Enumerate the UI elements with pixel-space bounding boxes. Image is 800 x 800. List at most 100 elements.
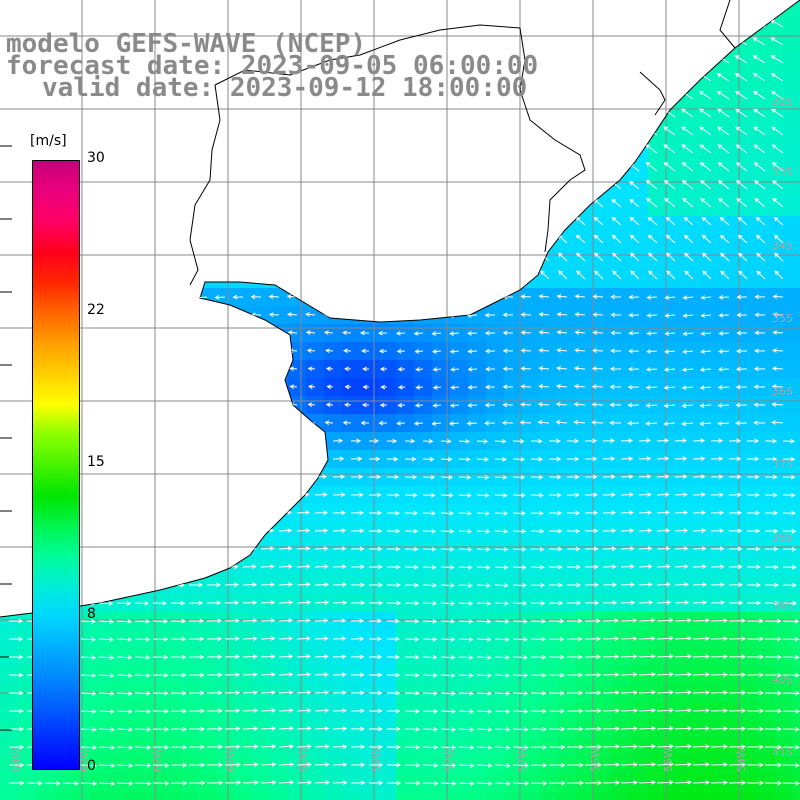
wind-arrow xyxy=(520,294,532,299)
wind-cell xyxy=(288,324,307,343)
wind-arrow xyxy=(260,654,276,659)
wind-arrow xyxy=(224,780,242,786)
lon-label: 58W xyxy=(443,747,456,772)
wind-arrow xyxy=(584,690,602,696)
wind-cell xyxy=(432,342,451,361)
wind-cell xyxy=(630,198,649,217)
wind-cell xyxy=(432,378,451,397)
wind-arrow xyxy=(752,37,766,46)
wind-cell xyxy=(594,792,613,800)
wind-arrow xyxy=(746,726,765,732)
wind-cell xyxy=(36,792,55,800)
wind-arrow xyxy=(214,295,226,300)
wind-cell xyxy=(702,306,721,325)
wind-arrow xyxy=(574,348,586,353)
wind-arrow xyxy=(242,672,258,677)
wind-arrow xyxy=(397,366,406,372)
wind-arrow xyxy=(592,294,604,299)
wind-arrow xyxy=(152,636,169,642)
wind-arrow xyxy=(404,726,421,732)
wind-arrow xyxy=(555,383,568,389)
wind-arrow xyxy=(188,690,205,696)
wind-arrow xyxy=(368,492,382,498)
wind-arrow xyxy=(774,270,784,280)
wind-arrow xyxy=(592,348,604,353)
wind-arrow xyxy=(350,744,366,750)
wind-arrow xyxy=(566,546,581,552)
wind-arrow xyxy=(368,708,383,714)
wind-arrow xyxy=(764,474,778,480)
wind-arrow xyxy=(782,492,796,498)
wind-cell xyxy=(702,126,721,145)
wind-arrow xyxy=(44,781,62,786)
wind-arrow xyxy=(431,331,442,336)
wind-arrow xyxy=(422,582,438,588)
wind-arrow xyxy=(206,690,223,696)
wind-arrow xyxy=(422,673,438,678)
wind-cell xyxy=(522,288,541,307)
wind-arrow xyxy=(440,474,454,480)
wind-arrow xyxy=(287,330,298,335)
wind-arrow xyxy=(566,690,584,696)
wind-arrow xyxy=(638,438,652,443)
wind-arrow xyxy=(782,510,797,516)
wind-arrow xyxy=(584,708,602,714)
wind-arrow xyxy=(710,726,729,731)
wind-arrow xyxy=(645,179,658,190)
wind-arrow xyxy=(397,402,406,408)
wind-cell xyxy=(270,792,289,800)
wind-arrow xyxy=(692,456,706,462)
lat-label: 355 xyxy=(772,312,793,325)
wind-arrow xyxy=(8,672,24,678)
lat-label: 395 xyxy=(772,600,793,613)
wind-arrow xyxy=(629,180,640,190)
wind-arrow xyxy=(719,216,730,226)
wind-arrow xyxy=(520,366,532,371)
wind-cell xyxy=(306,378,325,397)
wind-arrow xyxy=(566,636,583,642)
wind-arrow xyxy=(404,780,421,786)
wind-arrow xyxy=(512,691,529,696)
wind-arrow xyxy=(746,654,765,660)
wind-cell xyxy=(306,324,325,343)
wind-arrow xyxy=(413,331,424,336)
wind-arrow xyxy=(414,403,424,408)
wind-cell xyxy=(684,324,703,343)
wind-cell xyxy=(684,792,703,800)
wind-arrow xyxy=(591,384,604,389)
wind-arrow xyxy=(152,654,169,660)
wind-arrow xyxy=(305,312,316,317)
wind-arrow xyxy=(449,349,460,354)
wind-arrow xyxy=(771,366,784,371)
wind-arrow xyxy=(656,780,675,785)
wind-arrow xyxy=(752,73,766,82)
wind-arrow xyxy=(735,162,748,172)
wind-cell xyxy=(756,162,775,181)
wind-arrow xyxy=(368,690,383,696)
wind-arrow xyxy=(574,294,586,299)
wind-cell xyxy=(360,378,379,397)
wind-arrow xyxy=(386,438,398,444)
wind-cell xyxy=(540,396,559,415)
wind-arrow xyxy=(566,438,580,444)
wind-arrow xyxy=(206,618,222,624)
wind-cell xyxy=(558,378,577,397)
wind-arrow xyxy=(314,600,330,605)
wind-arrow xyxy=(575,234,586,244)
wind-arrow xyxy=(242,636,258,641)
wind-arrow xyxy=(350,654,365,660)
wind-arrow xyxy=(379,366,388,372)
wind-arrow xyxy=(755,234,766,244)
wind-arrow xyxy=(610,348,622,354)
wind-cell xyxy=(684,288,703,307)
wind-arrow xyxy=(188,780,206,786)
wind-arrow xyxy=(206,582,222,588)
wind-arrow xyxy=(206,744,224,750)
wind-arrow xyxy=(584,474,598,480)
wind-arrow xyxy=(314,492,328,497)
wind-arrow xyxy=(574,330,586,335)
wind-arrow xyxy=(681,179,694,190)
wind-arrow xyxy=(307,402,316,408)
wind-arrow xyxy=(753,162,766,172)
wind-arrow xyxy=(737,216,748,226)
